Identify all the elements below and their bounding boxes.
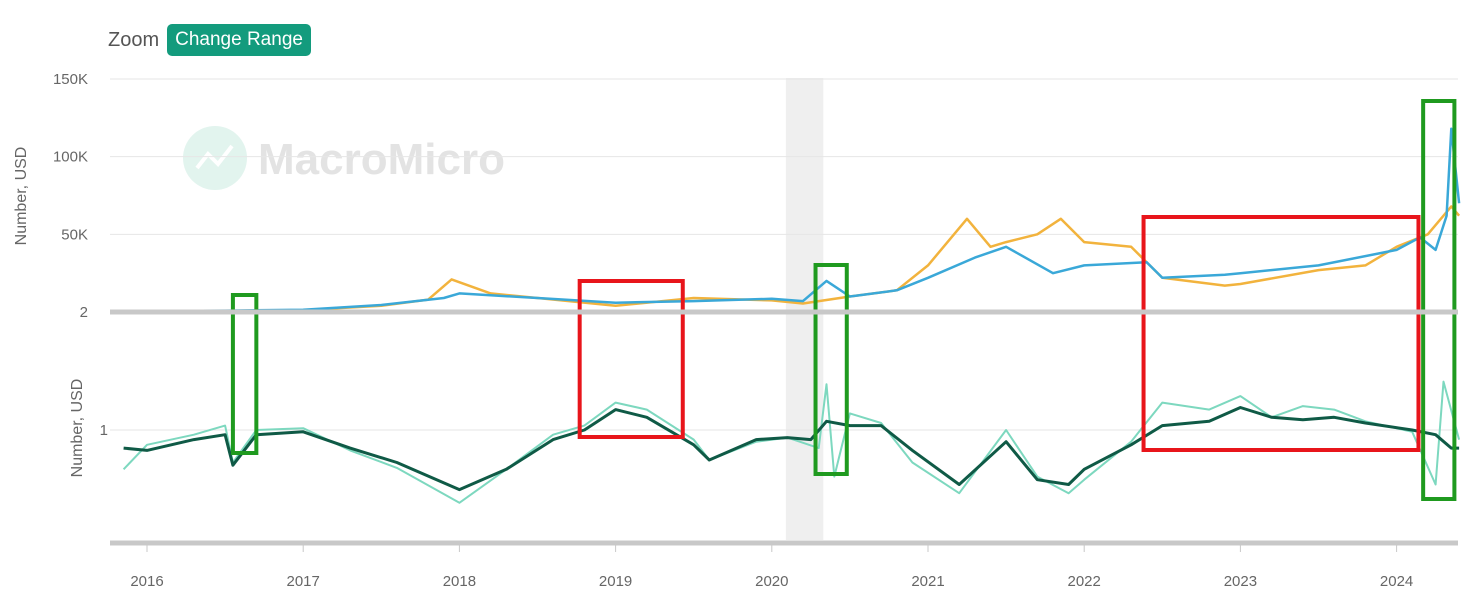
annotation-box-red [1141, 215, 1421, 452]
x-tick-label: 2017 [287, 573, 320, 590]
upper-series-blue-line [131, 127, 1461, 313]
watermark: MacroMicro [183, 126, 505, 190]
x-tick-label: 2022 [1068, 573, 1101, 590]
annotation-box-red [577, 279, 685, 439]
watermark-text: MacroMicro [258, 135, 505, 184]
x-tick-label: 2023 [1224, 573, 1257, 590]
zoom-label: Zoom [108, 28, 160, 51]
x-tick-label: 2020 [755, 573, 788, 590]
upper-y-tick-label: 2 [80, 304, 88, 321]
lower-y-axis-title: Number, USD [69, 379, 86, 478]
x-tick-label: 2024 [1380, 573, 1413, 590]
x-tick-label: 2018 [443, 573, 476, 590]
annotation-box-green [813, 263, 849, 476]
upper-y-axis-title: Number, USD [13, 147, 30, 246]
watermark-logo-icon [183, 126, 247, 190]
upper-y-tick-label: 50K [61, 226, 88, 243]
upper-y-tick-label: 100K [53, 149, 88, 166]
watermark-logo-mark [195, 144, 234, 170]
x-tick-label: 2021 [911, 573, 944, 590]
recession-shaded-band [785, 78, 824, 540]
upper-series-orange-line [131, 205, 1461, 313]
lower-series-dark-line [123, 406, 1460, 492]
change-range-button[interactable]: Change Range [167, 24, 311, 56]
upper-y-tick-label: 150K [53, 71, 88, 88]
lower-y-tick-label: 1 [100, 422, 108, 439]
zoom-bar: Zoom Change Range [108, 22, 311, 58]
x-tick-label: 2019 [599, 573, 632, 590]
x-tick-label: 2016 [130, 573, 163, 590]
annotation-box-green [1421, 99, 1457, 501]
annotation-box-green [230, 293, 259, 455]
